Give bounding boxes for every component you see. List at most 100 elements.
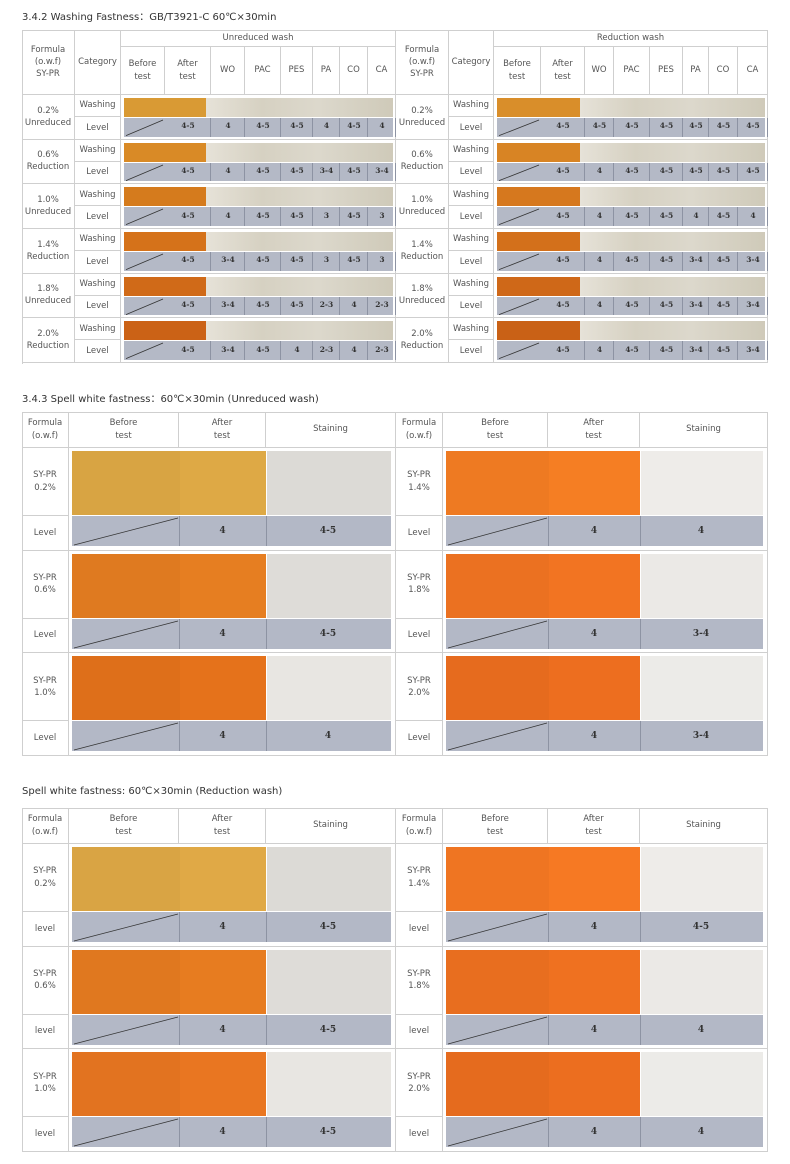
diagonal	[124, 297, 165, 316]
level-value: 3-4	[375, 166, 389, 175]
bar-divider	[367, 207, 368, 226]
grey-scale-bar	[124, 341, 393, 360]
bar-divider	[266, 1014, 267, 1045]
level-value: 4	[596, 255, 603, 265]
level-value: 4-5	[625, 210, 639, 220]
level-label: Level	[33, 527, 57, 538]
column-header-text: Formula	[401, 418, 437, 429]
grey-scale-bar	[72, 516, 391, 546]
bar-divider	[708, 118, 709, 137]
level-value: 3-4	[689, 255, 703, 265]
bar-divider	[767, 252, 768, 271]
bar-divider	[280, 341, 281, 360]
bar-divider	[767, 296, 768, 316]
column-header-text: Before	[109, 814, 138, 825]
staining-swatch	[267, 1052, 391, 1117]
diagonal-line	[125, 342, 164, 360]
bar-divider	[367, 118, 368, 137]
level-value: 4-5	[290, 166, 304, 175]
level-value: 4-5	[181, 300, 195, 309]
bar-divider	[339, 252, 340, 271]
column-header: Before test	[443, 412, 548, 448]
grey-scale-bar	[72, 912, 391, 942]
grey-scale-bar	[124, 207, 393, 226]
bar-divider	[339, 296, 340, 316]
level-value: 4-5	[659, 255, 674, 265]
column-header-text: Staining	[313, 820, 348, 831]
column-header: CO	[340, 47, 368, 95]
multifibre-strip	[206, 276, 393, 296]
category-cell: Level	[75, 206, 121, 229]
photo-cell	[121, 184, 396, 229]
column-header-text: test	[115, 430, 132, 441]
category-cell: Level	[449, 117, 494, 140]
photo-cell	[121, 139, 396, 185]
before-swatch	[72, 1052, 180, 1117]
formula-cell: SY-PR 0.6%	[22, 946, 69, 1015]
bar-divider	[548, 516, 549, 546]
formula-cell-text: 1.8%	[408, 585, 430, 596]
bar-divider	[767, 162, 768, 182]
after-swatch	[180, 847, 266, 911]
bar-divider	[640, 721, 641, 752]
level-value: 4-5	[347, 166, 361, 175]
column-header-text: After	[583, 814, 604, 825]
column-header-text: CO	[716, 65, 730, 76]
formula-cell-text: SY-PR	[407, 572, 431, 583]
bar-divider	[395, 118, 396, 137]
column-header-text: WO	[591, 65, 607, 76]
level-value: 3-4	[221, 344, 235, 354]
bar-divider	[682, 118, 683, 137]
column-header-text: Before	[128, 59, 157, 70]
after-swatch	[549, 451, 640, 515]
level-value: 4-5	[746, 166, 760, 175]
grey-scale-bar	[497, 252, 765, 271]
category-text: Washing	[79, 279, 116, 289]
column-header-text: Before	[481, 418, 509, 429]
level-value: 3-4	[689, 300, 703, 309]
diagonal	[72, 516, 180, 546]
level-value: 4	[596, 166, 603, 175]
formula-cell: 1.4% Reduction	[396, 229, 449, 274]
grey-scale-bar	[497, 296, 765, 316]
column-header: Staining	[640, 808, 768, 844]
column-header-text: WO	[219, 65, 236, 76]
bar-divider	[339, 162, 340, 182]
level-value: 4-5	[556, 344, 570, 354]
column-header: PES	[281, 47, 313, 95]
formula-cell-text: SY-PR	[33, 675, 57, 686]
before-swatch	[446, 656, 549, 721]
bar-divider	[649, 341, 650, 360]
formula-cell-text: 0.6%	[34, 981, 56, 992]
bar-divider	[682, 341, 683, 360]
bar-divider	[339, 207, 340, 226]
column-header-text: Before	[481, 814, 509, 825]
bar-divider	[548, 912, 549, 942]
level-value: 4-5	[659, 210, 674, 220]
formula-cell-text: 1.4%	[37, 239, 59, 250]
level-value: 4	[225, 121, 231, 131]
photo-cell	[121, 318, 396, 363]
multifibre-strip	[580, 98, 765, 117]
bar-divider	[280, 296, 281, 316]
photo-cell	[443, 946, 768, 1050]
column-header: Formula (o.w.f) SY-PR	[22, 30, 75, 95]
level-value: 4-5	[181, 210, 195, 220]
level-value: 3	[379, 255, 385, 265]
formula-cell: 1.8% Unreduced	[22, 273, 75, 319]
column-header: Category	[75, 30, 121, 95]
formula-cell-text: SY-PR	[407, 968, 431, 979]
grey-scale-bar	[497, 207, 765, 226]
level-label-cell: Level	[22, 516, 69, 551]
category-cell: Washing	[75, 318, 121, 341]
group-header: Unreduced wash	[121, 30, 396, 47]
formula-cell: 1.8% Unreduced	[396, 273, 449, 319]
dyed-swatch	[124, 98, 206, 117]
dyed-swatch	[124, 276, 206, 296]
grey-scale-bar	[124, 252, 393, 271]
level-value: 4-5	[181, 121, 195, 131]
diagonal-line	[498, 208, 540, 226]
before-swatch	[446, 949, 549, 1014]
column-header: Before test	[443, 808, 548, 844]
